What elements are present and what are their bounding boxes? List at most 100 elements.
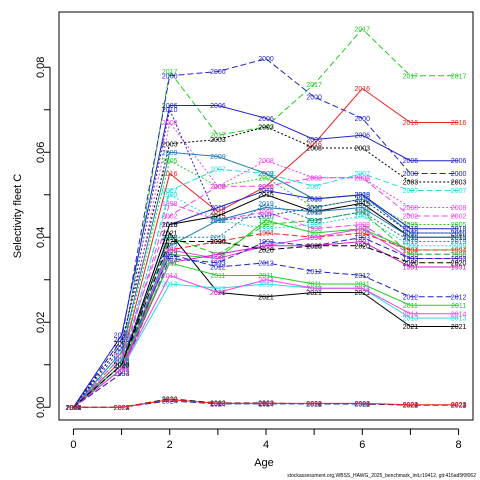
point-label-2006: 2006 [210,103,226,110]
point-label-2012: 2012 [403,294,419,301]
point-label-2002: 2002 [210,184,226,191]
point-label-2015: 2015 [114,362,130,369]
point-label-1991: 1991 [210,252,226,259]
point-label-1993: 1993 [114,371,130,378]
point-label-2007: 2007 [66,405,82,412]
point-label-1993: 1993 [403,256,419,263]
point-label-2006: 2006 [306,137,322,144]
point-label-2011: 2011 [258,273,273,280]
point-label-2003: 2003 [162,141,178,148]
series-line-2009 [73,151,459,408]
point-label-1997: 1997 [451,248,467,255]
point-label-2008: 2008 [210,184,226,191]
point-label-1999: 1999 [306,222,322,229]
point-label-2018: 2018 [355,192,371,199]
point-label-2013: 2013 [210,286,226,293]
point-label-2015: 2015 [66,405,82,412]
point-label-2005: 2005 [210,184,226,191]
point-label-1995: 1995 [403,252,419,259]
series-line-2008 [73,121,459,408]
plot-frame [58,11,474,421]
point-label-1995: 1995 [162,235,178,242]
point-label-2000: 2000 [306,95,322,102]
point-label-1998: 1998 [306,226,322,233]
point-label-1996: 1996 [306,235,322,242]
series-line-2020 [73,241,459,408]
point-label-2006: 2006 [162,103,178,110]
point-label-2005: 2005 [258,175,274,182]
point-label-1998: 1998 [403,252,419,259]
point-label-2017: 2017 [306,82,322,89]
point-label-2006: 2006 [258,116,274,123]
point-label-2011: 2011 [451,303,466,310]
point-label-2003: 2003 [306,146,322,153]
series-line-2019 [73,202,459,408]
point-label-2005: 2005 [451,222,467,229]
point-label-1999: 1999 [114,358,130,365]
point-label-2002: 2002 [451,214,467,221]
point-label-2021: 2021 [403,324,419,331]
point-label-2007: 2007 [451,188,467,195]
point-label-2012: 2012 [162,252,178,259]
point-label-2006: 2006 [403,158,419,165]
point-label-2002: 2002 [114,354,130,361]
point-label-1993: 1993 [162,256,178,263]
point-label-1992: 1992 [451,235,467,242]
point-label-2021: 2021 [210,290,226,297]
point-label-2014: 2014 [210,290,226,297]
point-label-2021: 2021 [66,405,82,412]
point-label-2014: 2014 [306,286,322,293]
point-label-1993: 1993 [210,260,226,267]
point-label-2018: 2018 [403,226,419,233]
point-label-2024: 2024 [403,403,419,410]
point-label-2023: 2023 [162,397,178,404]
point-label-2008: 2008 [162,120,178,127]
point-label-2011: 2011 [307,282,322,289]
point-label-2014: 2014 [355,286,371,293]
point-label-2000: 2000 [355,116,371,123]
point-label-2003: 2003 [114,341,130,348]
point-label-2010: 2010 [162,107,178,114]
point-label-2005: 2005 [403,222,419,229]
point-label-1992: 1992 [355,205,371,212]
point-label-2005: 2005 [355,197,371,204]
point-label-2005: 2005 [162,158,178,165]
y-axis-title: Selectivity fleet C [12,174,24,258]
point-label-1999: 1999 [258,226,274,233]
point-label-2014: 2014 [162,273,178,280]
point-label-2016: 2016 [306,141,322,148]
point-label-1998: 1998 [210,218,226,225]
series-2020: 2020 2020 2020 2020 2020 2020 2020 2020 2020 [66,239,467,412]
point-label-2020: 2020 [258,248,274,255]
point-label-2022: 2022 [403,403,419,410]
series-2006: 2006 2006 2006 2006 2006 2006 2006 2006 2006 [66,103,467,412]
y-tick-label: 0.08 [35,57,47,78]
point-label-2002: 2002 [66,405,82,412]
point-label-2008: 2008 [403,205,419,212]
point-label-2018: 2018 [451,226,467,233]
point-label-2010: 2010 [258,214,274,221]
point-label-2009: 2009 [210,154,226,161]
point-label-2024: 2024 [162,398,178,405]
series-2019: 2019 2019 2019 2019 2019 2019 2019 2019 2019 [66,201,467,412]
point-label-2020: 2020 [451,260,467,267]
point-label-1991: 1991 [355,239,371,246]
point-label-2016: 2016 [162,171,178,178]
point-label-2022: 2022 [355,401,371,408]
series-line-2021 [73,231,459,408]
point-label-2021: 2021 [114,362,130,369]
point-label-2020: 2020 [306,243,322,250]
point-label-1996: 1996 [210,256,226,263]
point-label-2020: 2020 [210,239,226,246]
point-label-1997: 1997 [403,248,419,255]
series-line-2014 [73,274,459,408]
x-tick-label: 4 [263,439,269,451]
point-label-2003: 2003 [451,180,467,187]
y-tick-label: 0.02 [35,312,47,333]
point-label-1995: 1995 [451,252,467,259]
point-label-2008: 2008 [258,158,274,165]
point-label-2019: 2019 [258,201,274,208]
point-label-2007: 2007 [210,167,226,174]
point-label-2021: 2021 [306,290,322,297]
point-label-2000: 2000 [114,337,130,344]
